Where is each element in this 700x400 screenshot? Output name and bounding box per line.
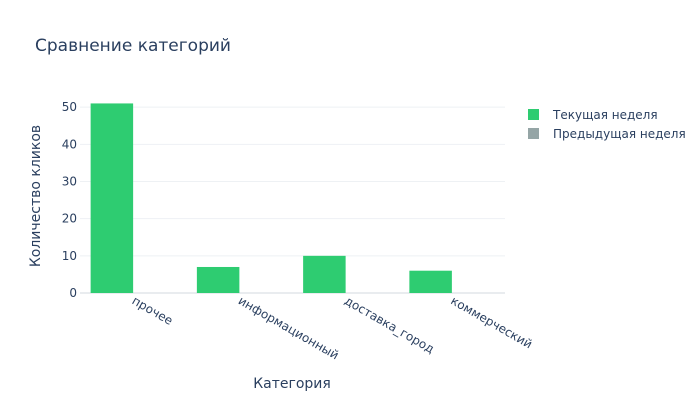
x-tick-label: доставка_город — [342, 293, 437, 356]
y-tick-label: 50 — [62, 100, 77, 114]
bar-current-1[interactable] — [196, 266, 240, 293]
y-tick-label: 20 — [62, 212, 77, 226]
y-tick-label: 30 — [62, 174, 77, 188]
x-tick-label: прочее — [130, 293, 176, 327]
y-tick-labels: 0 10 20 30 40 50 — [62, 100, 77, 300]
bar-current-2[interactable] — [303, 255, 346, 293]
y-tick-label: 40 — [62, 137, 77, 151]
legend-swatch[interactable] — [528, 109, 539, 120]
bar-current-0[interactable] — [90, 103, 134, 293]
y-tick-label: 10 — [62, 249, 77, 263]
x-tick-labels: прочее информационный доставка_город коммер… — [130, 293, 535, 362]
x-axis-title: Категория — [253, 376, 331, 392]
legend-swatch[interactable] — [528, 128, 539, 139]
legend: Текущая неделя Предыдущая неделя — [528, 108, 686, 141]
x-tick-label: информационный — [236, 293, 341, 362]
x-tick-label: коммерческий — [448, 293, 534, 351]
chart-title: Сравнение категорий — [35, 36, 231, 56]
legend-label[interactable]: Предыдущая неделя — [553, 127, 686, 141]
y-axis-title: Количество кликов — [28, 125, 44, 267]
y-tick-label: 0 — [69, 286, 77, 300]
legend-label[interactable]: Текущая неделя — [552, 108, 658, 122]
gridlines — [80, 106, 505, 294]
bar-current-3[interactable] — [409, 270, 452, 293]
bars — [90, 103, 452, 293]
